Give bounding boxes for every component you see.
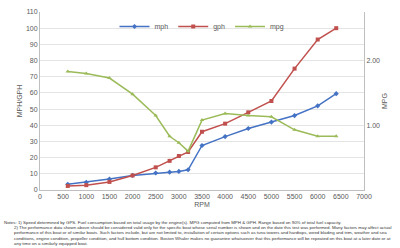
svg-text:2.00: 2.00 bbox=[366, 57, 380, 64]
svg-text:mpg: mpg bbox=[270, 23, 284, 31]
svg-text:mph: mph bbox=[155, 23, 169, 31]
svg-text:60: 60 bbox=[30, 89, 38, 96]
svg-text:3500: 3500 bbox=[194, 193, 210, 200]
svg-text:40: 40 bbox=[30, 122, 38, 129]
svg-text:1.00: 1.00 bbox=[366, 122, 380, 129]
svg-text:20: 20 bbox=[30, 154, 38, 161]
svg-text:RPM: RPM bbox=[194, 201, 210, 208]
svg-text:gph: gph bbox=[213, 23, 225, 31]
svg-text:10: 10 bbox=[30, 170, 38, 177]
svg-text:500: 500 bbox=[57, 193, 69, 200]
html-text:2) The performance data shown: 2) The performance data shown above shou… bbox=[14, 225, 392, 246]
svg-text:MPH/GPH: MPH/GPH bbox=[16, 85, 23, 118]
svg-text:0: 0 bbox=[34, 186, 38, 193]
svg-text:1500: 1500 bbox=[102, 193, 118, 200]
svg-text:2500: 2500 bbox=[148, 193, 164, 200]
svg-text:70: 70 bbox=[30, 73, 38, 80]
svg-text:80: 80 bbox=[30, 57, 38, 64]
svg-text:110: 110 bbox=[26, 8, 37, 15]
svg-text:90: 90 bbox=[30, 41, 38, 48]
svg-text:2000: 2000 bbox=[125, 193, 141, 200]
svg-text:6000: 6000 bbox=[310, 193, 326, 200]
svg-text:1000: 1000 bbox=[79, 193, 95, 200]
svg-text:4500: 4500 bbox=[241, 193, 257, 200]
svg-text:6500: 6500 bbox=[333, 193, 349, 200]
svg-text:5000: 5000 bbox=[264, 193, 280, 200]
svg-text:30: 30 bbox=[30, 138, 38, 145]
svg-text:5500: 5500 bbox=[287, 193, 303, 200]
svg-text:4000: 4000 bbox=[217, 193, 233, 200]
html-text:Notes: 1) Speed determined by: Notes: 1) Speed determined by GPS. Fuel … bbox=[4, 220, 342, 225]
svg-text:50: 50 bbox=[30, 106, 38, 113]
svg-text:100: 100 bbox=[26, 25, 38, 32]
svg-text:0: 0 bbox=[38, 193, 42, 200]
svg-text:MPG: MPG bbox=[381, 93, 388, 109]
svg-text:7000: 7000 bbox=[356, 193, 372, 200]
svg-text:3000: 3000 bbox=[171, 193, 187, 200]
